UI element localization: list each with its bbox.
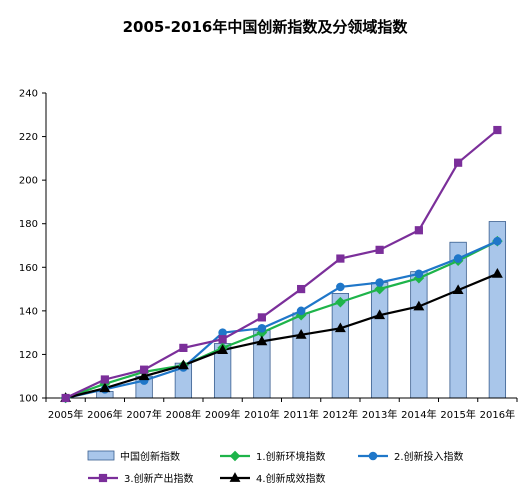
series-2-point-8 — [375, 245, 384, 254]
series-2-point-1 — [100, 375, 109, 384]
legend-series-3-swatch-marker — [229, 472, 241, 482]
y-tick-label-6: 220 — [19, 132, 38, 143]
series-1-point-7 — [336, 282, 345, 292]
series-3-point-3 — [177, 359, 189, 370]
y-tick-label-0: 100 — [19, 394, 38, 405]
x-tick-label-6: 2011年 — [283, 408, 318, 421]
series-1-point-11 — [493, 236, 502, 246]
series-3-point-8 — [374, 309, 386, 320]
bar-6 — [292, 312, 310, 399]
series-1-point-5 — [257, 323, 267, 333]
legend-series-0-swatch-marker — [229, 450, 241, 462]
series-2-point-5 — [257, 313, 266, 322]
series-1-point-9 — [414, 269, 424, 279]
series-3-point-6 — [295, 328, 307, 339]
y-tick-label-2: 140 — [19, 306, 38, 317]
legend-series-1-label: 2.创新投入指数 — [394, 450, 464, 463]
lines-layer — [60, 125, 503, 404]
series-line-0 — [65, 240, 498, 400]
bar-9 — [410, 271, 428, 399]
x-tick-label-5: 2010年 — [244, 408, 279, 421]
bars-layer — [96, 221, 507, 399]
series-2-point-6 — [297, 284, 306, 294]
legend-series-2-label: 3.创新产出指数 — [124, 472, 194, 485]
legend-bar-swatch — [87, 450, 115, 461]
series-3-point-1 — [99, 382, 111, 393]
series-2-point-9 — [414, 226, 423, 235]
y-tick-label-1: 120 — [19, 350, 38, 361]
series-1-point-8 — [375, 278, 384, 287]
x-tick-label-1: 2006年 — [87, 408, 122, 421]
series-2-point-10 — [454, 158, 463, 167]
x-tick-label-9: 2014年 — [401, 408, 436, 421]
series-0-point-8 — [374, 283, 385, 295]
legend-series-1-swatch-marker — [368, 451, 378, 461]
x-tick-label-4: 2009年 — [205, 408, 240, 421]
x-tick-label-3: 2008年 — [166, 408, 201, 421]
series-2-point-2 — [140, 365, 149, 374]
bar-7 — [331, 293, 350, 399]
series-3-point-2 — [138, 370, 150, 381]
series-3-point-9 — [413, 300, 425, 311]
x-tick-label-8: 2013年 — [362, 408, 397, 421]
series-3-point-4 — [217, 344, 229, 354]
x-tick-label-10: 2015年 — [440, 408, 475, 421]
y-tick-label-7: 240 — [19, 89, 38, 100]
series-1-point-10 — [453, 254, 463, 263]
series-2-point-7 — [336, 254, 345, 263]
legend-series-0-label: 1.创新环境指数 — [256, 450, 326, 463]
series-3-point-5 — [256, 335, 268, 346]
series-line-1 — [65, 240, 498, 400]
series-3-point-7 — [334, 322, 346, 333]
y-tick-label-5: 200 — [19, 176, 38, 187]
x-tick-label-11: 2016年 — [480, 408, 515, 421]
bar-8 — [370, 282, 389, 399]
legend-series-3-label: 4.创新成效指数 — [256, 472, 326, 485]
x-tick-label-2: 2007年 — [126, 408, 161, 421]
series-line-3 — [65, 272, 498, 400]
series-2-point-11 — [493, 125, 502, 135]
chart-title: 2005-2016年中国创新指数及分领域指数 — [123, 18, 409, 36]
series-2-point-0 — [61, 393, 70, 403]
x-tick-label-7: 2012年 — [323, 408, 358, 421]
series-line-2 — [65, 129, 499, 399]
y-tick-label-4: 180 — [19, 219, 38, 230]
legend: 中国创新指数 1.创新环境指数 2.创新投入指数 3.创新产出指数 4.创新成效指数 — [87, 450, 464, 485]
series-3-point-10 — [452, 284, 464, 295]
legend-series-2-swatch-marker — [98, 473, 108, 483]
series-2-point-4 — [218, 335, 227, 344]
series-0-point-7 — [335, 296, 346, 308]
series-3-point-11 — [491, 267, 503, 278]
bar-11 — [488, 221, 507, 399]
series-2-point-3 — [179, 343, 188, 352]
axes-layer: 100 120 140 160 180 200 220 240 2005年 2006年 2007年 2… — [19, 89, 518, 421]
legend-bar-label: 中国创新指数 — [120, 450, 180, 463]
x-tick-label-0: 2005年 — [48, 408, 83, 421]
y-tick-label-3: 160 — [19, 263, 38, 274]
series-1-point-6 — [296, 306, 306, 316]
